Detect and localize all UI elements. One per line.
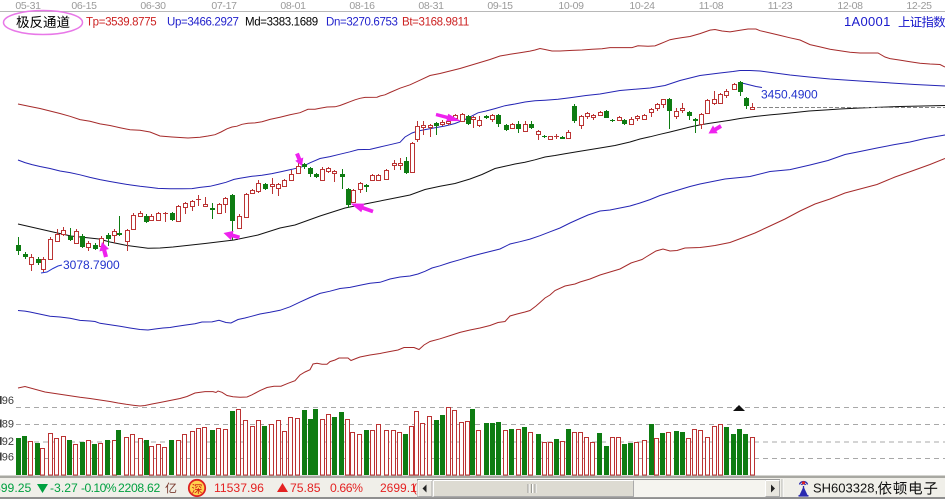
svg-text:Bt=3168.9811: Bt=3168.9811 [402, 17, 469, 29]
svg-text:09-15: 09-15 [487, 0, 513, 12]
svg-text:89: 89 [2, 419, 14, 431]
svg-text:75.85: 75.85 [290, 481, 321, 495]
svg-text:08-16: 08-16 [349, 0, 375, 12]
svg-text:12-08: 12-08 [837, 0, 863, 12]
svg-text:2208.62: 2208.62 [118, 481, 160, 495]
svg-text:-3.27: -3.27 [50, 481, 78, 495]
svg-text:10-09: 10-09 [558, 0, 584, 12]
svg-text:1A0001: 1A0001 [844, 14, 891, 29]
svg-text:07-17: 07-17 [211, 0, 237, 12]
svg-text:06-30: 06-30 [140, 0, 166, 12]
svg-text:Up=3466.2927: Up=3466.2927 [167, 17, 239, 29]
svg-text:Md=3383.1689: Md=3383.1689 [245, 17, 318, 29]
svg-text:Tp=3539.8775: Tp=3539.8775 [86, 17, 156, 29]
svg-text:Dn=3270.6753: Dn=3270.6753 [326, 17, 398, 29]
svg-text:(: ( [413, 481, 417, 495]
svg-text:-0.10%: -0.10% [81, 481, 117, 495]
svg-text:08-31: 08-31 [418, 0, 444, 12]
svg-text:11-23: 11-23 [768, 0, 793, 12]
svg-text:06-15: 06-15 [71, 0, 97, 12]
svg-text:96: 96 [2, 452, 14, 464]
svg-text:10-24: 10-24 [629, 0, 655, 12]
svg-text:3450.4900: 3450.4900 [761, 88, 818, 102]
svg-text:12-25: 12-25 [906, 0, 932, 12]
svg-text:399.25: 399.25 [0, 481, 31, 495]
svg-text:08-01: 08-01 [280, 0, 306, 12]
svg-text:0.66%: 0.66% [330, 481, 363, 495]
svg-text:11537.96: 11537.96 [214, 481, 264, 495]
svg-text:11-08: 11-08 [699, 0, 724, 12]
svg-text:SH603328,: SH603328, [813, 481, 878, 496]
svg-text:2699.11: 2699.11 [380, 481, 423, 495]
svg-text:96: 96 [2, 395, 14, 407]
svg-text:3078.7900: 3078.7900 [63, 258, 120, 272]
svg-text:05-31: 05-31 [15, 0, 41, 12]
svg-text:92: 92 [2, 436, 14, 448]
